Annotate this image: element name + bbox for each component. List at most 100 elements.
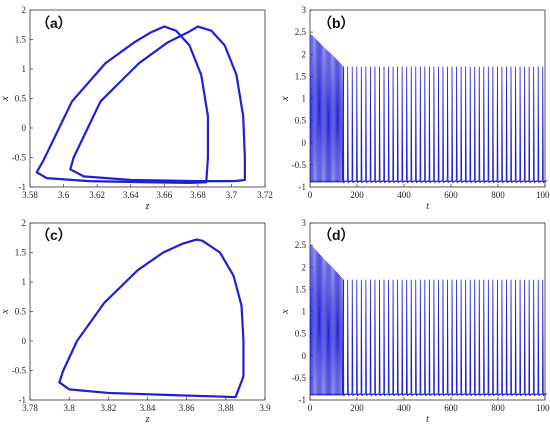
spike [474, 66, 480, 184]
y-tick-label: 2 [302, 49, 307, 59]
spike [487, 279, 493, 397]
time-series [309, 245, 548, 397]
y-axis-label: x [280, 309, 291, 315]
spike [469, 66, 475, 184]
x-axis-label: z [145, 414, 150, 425]
panel-3: 3.78 3.8 3.82 3.84 3.86 3.88 3.9 -1 -0.5 0 0.5 1 1.5… [0, 218, 271, 425]
plot-frame [29, 9, 266, 188]
spike [342, 66, 348, 184]
transient-spikes [309, 245, 345, 396]
x-tick-label: 3.84 [140, 403, 156, 413]
spike [514, 279, 520, 397]
x-tick-label: 3.66 [156, 190, 172, 200]
y-tick-label: 2 [22, 5, 27, 15]
spike [396, 279, 403, 397]
spike [523, 279, 530, 397]
y-tick-label: -1 [299, 182, 307, 192]
spike [410, 279, 416, 397]
y-tick-label: -1 [299, 395, 307, 405]
x-tick-label: 200 [350, 403, 364, 413]
x-tick-label: 3.6 [58, 190, 70, 200]
panel-label: （d） [318, 227, 355, 243]
x-tick-label: 3.7 [226, 190, 238, 200]
spike [514, 66, 520, 184]
spike [351, 66, 357, 184]
transient-spikes [309, 34, 345, 183]
x-tick-label: 3.82 [100, 403, 116, 413]
x-axis-label: t [426, 201, 429, 212]
spike [505, 279, 511, 397]
x-tick-label: 800 [491, 190, 505, 200]
spike [437, 66, 443, 184]
x-tick-label: 0 [308, 403, 313, 413]
y-tick-label: -0.5 [292, 373, 307, 383]
spike [519, 279, 525, 397]
y-tick-label: 2.5 [295, 240, 307, 250]
spike [433, 279, 439, 397]
spike [460, 279, 466, 397]
spike [492, 279, 498, 397]
panel-label: （a） [36, 15, 72, 31]
spike [451, 279, 457, 397]
y-tick-label: 2 [22, 218, 27, 228]
spike [478, 66, 484, 184]
time-series [309, 34, 548, 184]
x-axis-label: t [426, 414, 429, 425]
spike [424, 279, 430, 397]
spike [505, 66, 511, 184]
spike [374, 66, 380, 184]
y-tick-label: -1 [19, 395, 27, 405]
spike [406, 66, 412, 184]
x-tick-label: 0 [308, 190, 313, 200]
y-tick-label: 0.5 [15, 307, 27, 317]
spike [460, 66, 466, 184]
x-tick-label: 1000 [536, 403, 550, 413]
spike [428, 66, 434, 184]
spike [401, 279, 407, 397]
spike [496, 66, 502, 184]
spike [365, 279, 371, 397]
spike [487, 66, 493, 184]
y-tick-label: 0.5 [295, 116, 307, 126]
orbit-series-1 [58, 238, 245, 399]
y-tick-label: 0 [302, 138, 307, 148]
spike [510, 66, 516, 184]
spike [428, 279, 434, 397]
panel-label: （c） [36, 227, 72, 243]
y-tick-label: 2.5 [295, 27, 307, 37]
spike [483, 66, 489, 184]
spike [542, 66, 548, 184]
y-tick-label: 3 [302, 218, 307, 228]
spike [415, 66, 421, 184]
spike [442, 279, 448, 397]
y-tick-label: 1 [22, 64, 27, 74]
y-tick-label: 3 [302, 5, 307, 15]
spike [419, 279, 425, 397]
spike [532, 279, 539, 397]
spike [365, 66, 371, 184]
spike [401, 66, 407, 184]
x-tick-label: 3.88 [218, 403, 234, 413]
x-tick-label: 3.86 [179, 403, 195, 413]
spike [406, 279, 412, 397]
spike [464, 279, 471, 397]
panel-2: 0 200 400 600 800 1000 -1 -0.5 0 0.5 1 1.5 2 2.5 3 t x （b… [280, 5, 550, 212]
orbit-series-1 [35, 25, 210, 184]
x-tick-label: 3.78 [22, 403, 38, 413]
spike [360, 279, 366, 397]
spike [387, 279, 393, 397]
y-tick-label: -1 [19, 182, 27, 192]
spike [415, 279, 421, 397]
spike [510, 279, 516, 397]
y-tick-label: 1.5 [295, 71, 307, 81]
spike [374, 279, 380, 397]
spike [537, 66, 543, 184]
spike [474, 279, 480, 397]
spike [347, 279, 353, 397]
y-tick-label: 1 [22, 277, 27, 287]
spike [519, 66, 525, 184]
spike [356, 279, 362, 397]
spike [528, 66, 534, 184]
spike [424, 66, 430, 184]
